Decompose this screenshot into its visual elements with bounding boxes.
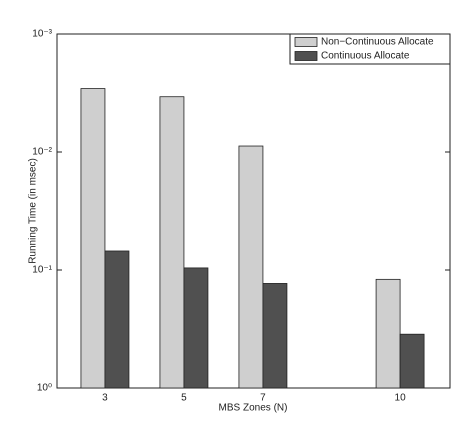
bar <box>375 278 401 389</box>
legend-label: Non−Continuous Allocate <box>321 37 434 48</box>
legend-swatch <box>294 37 318 47</box>
x-tick-label: 7 <box>260 393 266 404</box>
bar <box>159 96 185 389</box>
x-tick-label: 10 <box>395 393 407 404</box>
legend-label: Continuous Allocate <box>321 51 410 62</box>
x-tick-label: 5 <box>181 393 187 404</box>
y-tick-label: 10⁻¹ <box>32 265 52 276</box>
x-tick-label: 3 <box>102 393 108 404</box>
y-axis-label: Running Time (in msec) <box>28 158 39 264</box>
y-tick-label: 10⁻³ <box>32 29 52 40</box>
bar <box>399 333 425 389</box>
bar <box>262 283 288 389</box>
y-tick-label: 10⁻² <box>32 147 52 158</box>
x-axis-label: MBS Zones (N) <box>219 403 288 414</box>
y-tick-label: 10⁰ <box>37 383 52 394</box>
bar <box>238 145 264 389</box>
bar <box>104 250 130 389</box>
bar <box>80 88 106 389</box>
bar <box>183 267 209 389</box>
legend-swatch <box>294 51 318 61</box>
